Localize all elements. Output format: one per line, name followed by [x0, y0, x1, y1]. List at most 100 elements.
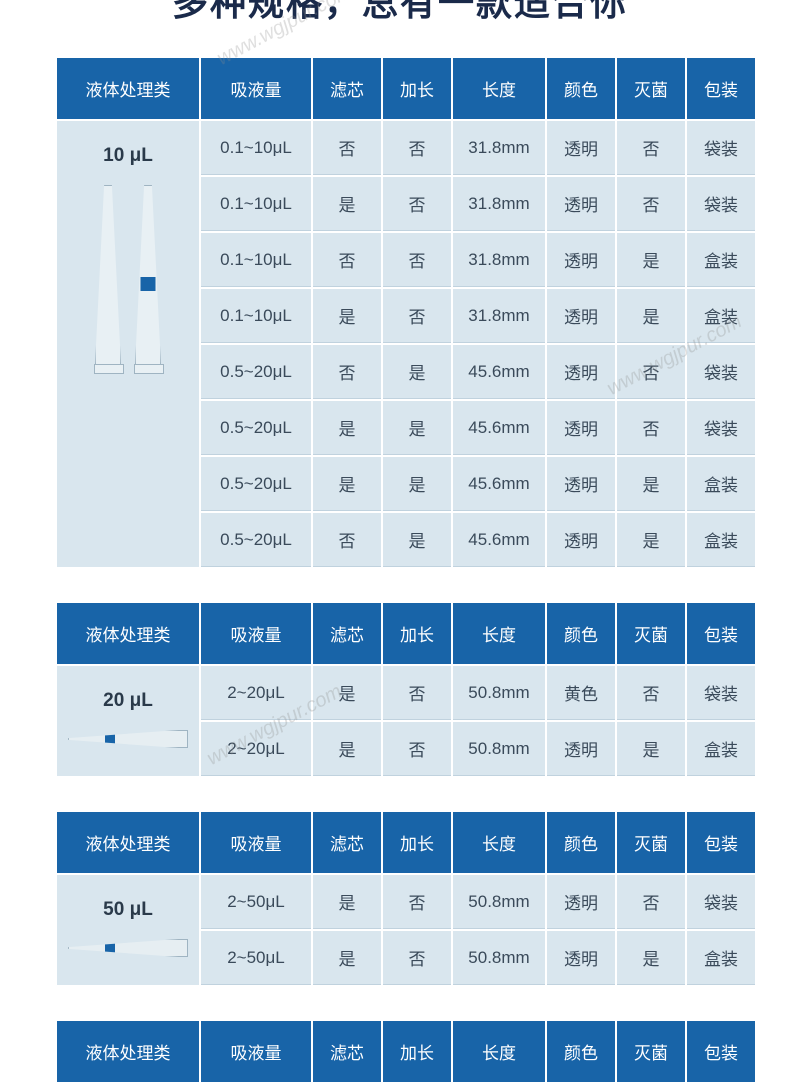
column-header: 灭菌 — [617, 58, 685, 119]
cell-sterile: 是 — [617, 513, 685, 567]
column-header: 滤芯 — [313, 603, 381, 664]
cell-vol: 0.5~20μL — [201, 401, 311, 455]
cell-color: 透明 — [547, 401, 615, 455]
cell-filter: 是 — [313, 931, 381, 985]
column-header: 液体处理类 — [57, 603, 199, 664]
table-row: 50 μL2~50μL是否50.8mm透明否袋装 — [57, 875, 755, 929]
cell-color: 透明 — [547, 457, 615, 511]
cell-len: 31.8mm — [453, 121, 545, 175]
cell-pack: 盒装 — [687, 457, 755, 511]
cell-filter: 是 — [313, 722, 381, 776]
size-cell: 10 μL — [57, 121, 199, 567]
cell-ext: 否 — [383, 177, 451, 231]
cell-vol: 0.1~10μL — [201, 177, 311, 231]
cell-ext: 否 — [383, 931, 451, 985]
cell-sterile: 是 — [617, 457, 685, 511]
cell-filter: 是 — [313, 457, 381, 511]
cell-ext: 否 — [383, 875, 451, 929]
column-header: 滤芯 — [313, 1021, 381, 1082]
cell-sterile: 否 — [617, 345, 685, 399]
tip-illustration — [59, 730, 197, 748]
column-header: 加长 — [383, 812, 451, 873]
cell-pack: 袋装 — [687, 875, 755, 929]
column-header: 吸液量 — [201, 812, 311, 873]
cell-vol: 0.5~20μL — [201, 345, 311, 399]
cell-vol: 2~20μL — [201, 666, 311, 720]
spec-table: 液体处理类吸液量滤芯加长长度颜色灭菌包装50 μL2~50μL是否50.8mm透… — [55, 810, 757, 987]
cell-filter: 是 — [313, 177, 381, 231]
cell-ext: 否 — [383, 121, 451, 175]
column-header: 颜色 — [547, 603, 615, 664]
column-header: 吸液量 — [201, 58, 311, 119]
column-header: 长度 — [453, 603, 545, 664]
cell-color: 透明 — [547, 875, 615, 929]
cell-filter: 否 — [313, 121, 381, 175]
column-header: 吸液量 — [201, 603, 311, 664]
cell-filter: 否 — [313, 233, 381, 287]
cell-len: 50.8mm — [453, 666, 545, 720]
column-header: 颜色 — [547, 1021, 615, 1082]
cell-color: 透明 — [547, 931, 615, 985]
column-header: 加长 — [383, 603, 451, 664]
cell-sterile: 否 — [617, 666, 685, 720]
cell-filter: 否 — [313, 513, 381, 567]
cell-color: 透明 — [547, 722, 615, 776]
cell-vol: 0.5~20μL — [201, 513, 311, 567]
size-label: 10 μL — [59, 145, 197, 167]
cell-len: 45.6mm — [453, 457, 545, 511]
cell-vol: 2~50μL — [201, 875, 311, 929]
cell-vol: 2~20μL — [201, 722, 311, 776]
column-header: 滤芯 — [313, 812, 381, 873]
cell-ext: 否 — [383, 233, 451, 287]
cell-sterile: 否 — [617, 875, 685, 929]
cell-filter: 是 — [313, 401, 381, 455]
column-header: 液体处理类 — [57, 1021, 199, 1082]
cell-pack: 盒装 — [687, 233, 755, 287]
cell-len: 31.8mm — [453, 233, 545, 287]
cell-vol: 0.5~20μL — [201, 457, 311, 511]
cell-color: 黄色 — [547, 666, 615, 720]
cell-sterile: 是 — [617, 931, 685, 985]
cell-sterile: 是 — [617, 722, 685, 776]
tip-illustration — [59, 939, 197, 957]
column-header: 灭菌 — [617, 603, 685, 664]
column-header: 包装 — [687, 58, 755, 119]
cell-ext: 否 — [383, 289, 451, 343]
cell-pack: 袋装 — [687, 345, 755, 399]
cell-sterile: 否 — [617, 177, 685, 231]
column-header: 滤芯 — [313, 58, 381, 119]
cell-len: 50.8mm — [453, 931, 545, 985]
tables-container: 液体处理类吸液量滤芯加长长度颜色灭菌包装10 μL0.1~10μL否否31.8m… — [55, 56, 745, 1084]
cell-sterile: 是 — [617, 233, 685, 287]
size-cell: 20 μL — [57, 666, 199, 776]
table-row: 10 μL0.1~10μL否否31.8mm透明否袋装 — [57, 121, 755, 175]
cell-filter: 否 — [313, 345, 381, 399]
column-header: 包装 — [687, 1021, 755, 1082]
column-header: 包装 — [687, 603, 755, 664]
cell-len: 31.8mm — [453, 177, 545, 231]
cell-pack: 袋装 — [687, 666, 755, 720]
size-label: 50 μL — [59, 899, 197, 921]
cell-ext: 是 — [383, 401, 451, 455]
column-header: 颜色 — [547, 58, 615, 119]
spec-table: 液体处理类吸液量滤芯加长长度颜色灭菌包装 — [55, 1019, 757, 1084]
column-header: 长度 — [453, 1021, 545, 1082]
cell-color: 透明 — [547, 513, 615, 567]
cell-ext: 是 — [383, 457, 451, 511]
cell-filter: 是 — [313, 875, 381, 929]
cell-pack: 袋装 — [687, 401, 755, 455]
cell-len: 45.6mm — [453, 513, 545, 567]
cell-ext: 是 — [383, 345, 451, 399]
cell-pack: 袋装 — [687, 121, 755, 175]
cell-ext: 是 — [383, 513, 451, 567]
table-row: 20 μL2~20μL是否50.8mm黄色否袋装 — [57, 666, 755, 720]
spec-table: 液体处理类吸液量滤芯加长长度颜色灭菌包装10 μL0.1~10μL否否31.8m… — [55, 56, 757, 569]
column-header: 灭菌 — [617, 1021, 685, 1082]
column-header: 加长 — [383, 1021, 451, 1082]
cell-color: 透明 — [547, 177, 615, 231]
cell-color: 透明 — [547, 233, 615, 287]
cell-color: 透明 — [547, 345, 615, 399]
cell-filter: 是 — [313, 666, 381, 720]
cell-pack: 盒装 — [687, 722, 755, 776]
cell-sterile: 是 — [617, 289, 685, 343]
